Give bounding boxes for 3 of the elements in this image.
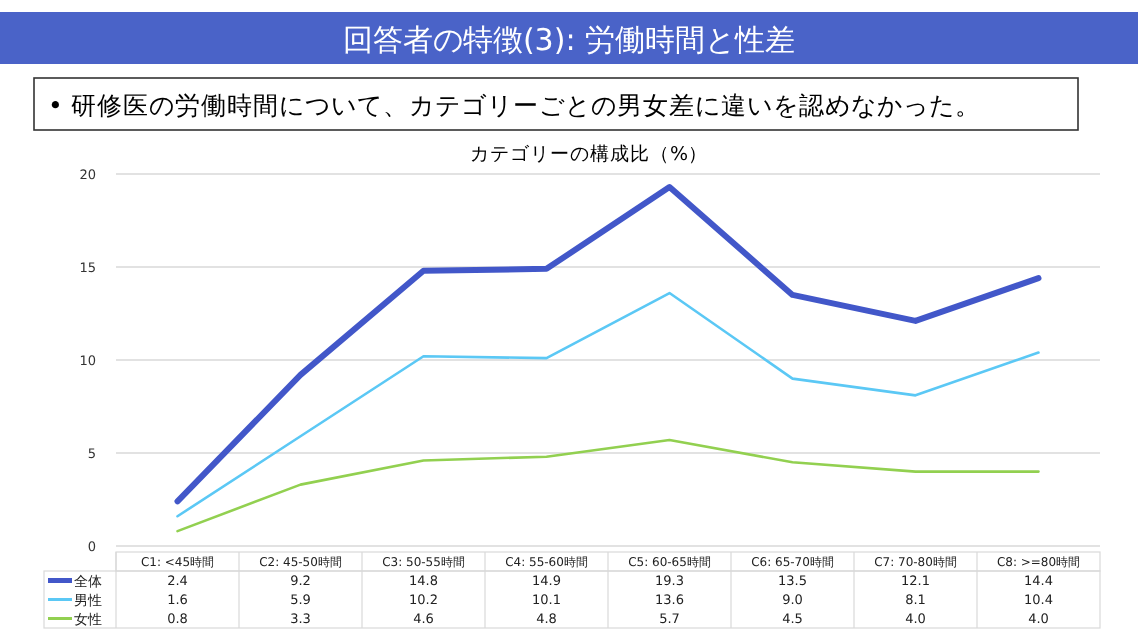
text: カテゴリーの構成比（%） — [469, 142, 709, 166]
chart-subtitle: • 研修医の労働時間について、カテゴリーごとの男女差に違いを認めなかった。 — [48, 90, 981, 120]
chart-title: 回答者の特徴(3): 労働時間と性差 — [342, 22, 796, 58]
